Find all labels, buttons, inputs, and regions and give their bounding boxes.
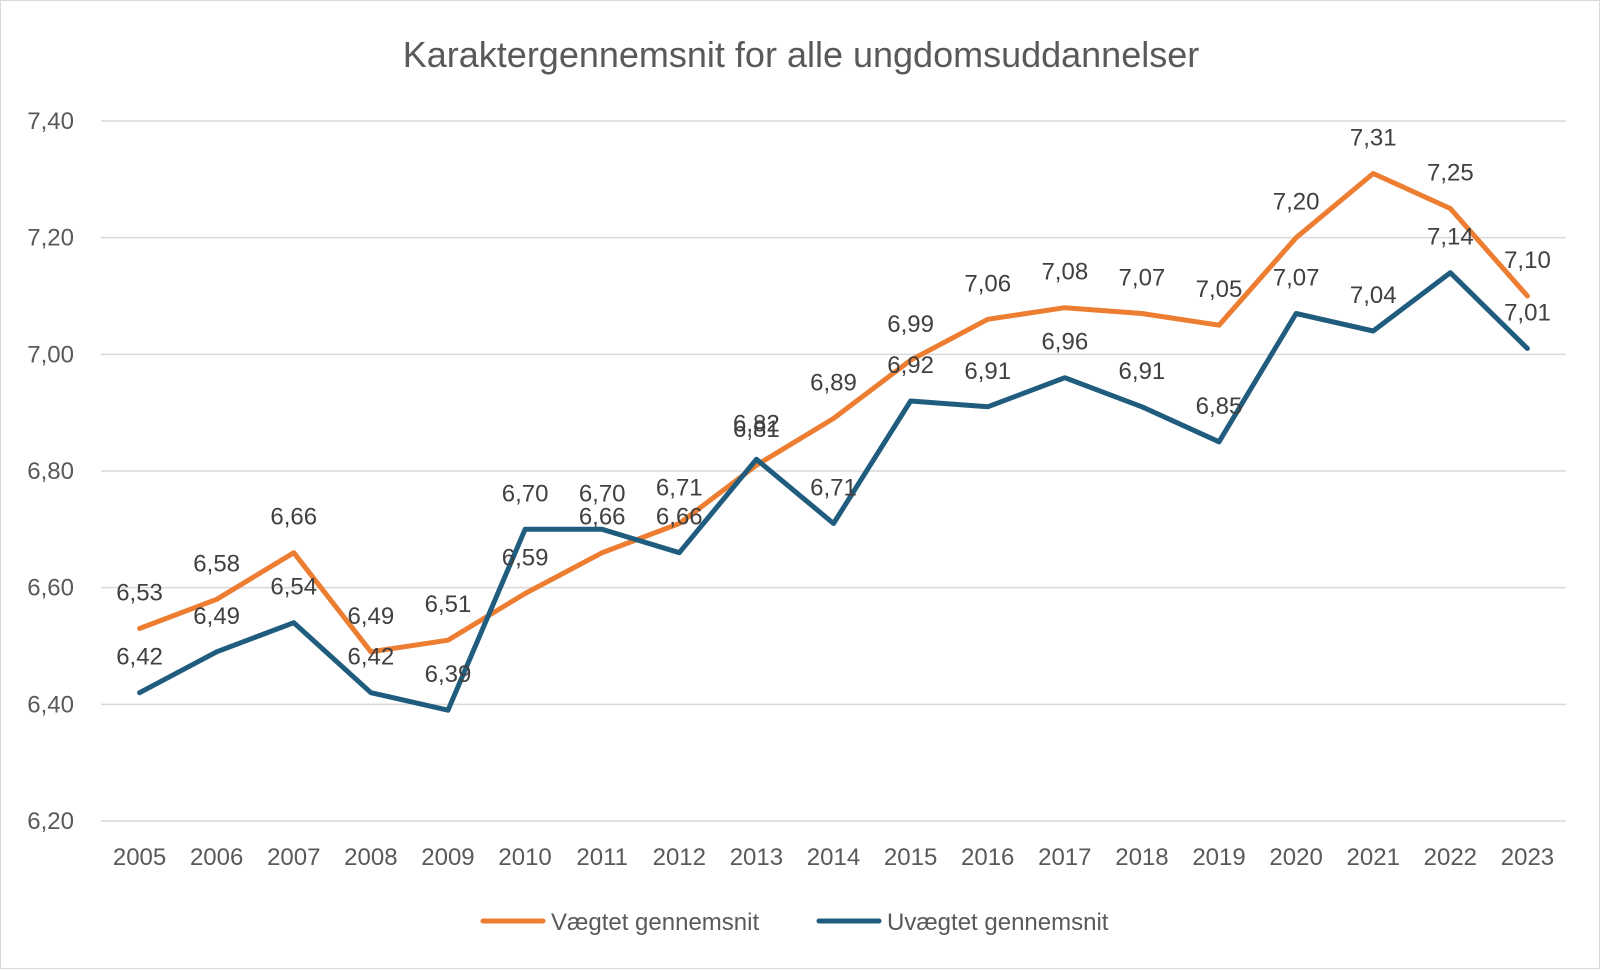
data-label-unweighted: 7,07 — [1273, 265, 1320, 292]
chart-title: Karaktergennemsnit for alle ungdomsuddan… — [403, 34, 1199, 75]
data-label-weighted: 6,71 — [656, 475, 703, 502]
data-label-weighted: 6,66 — [579, 504, 626, 531]
data-label-unweighted: 7,04 — [1350, 282, 1397, 309]
data-label-unweighted: 6,54 — [270, 574, 317, 601]
series-line-unweighted — [137, 270, 1530, 713]
data-label-unweighted: 6,92 — [887, 352, 934, 379]
data-label-weighted: 6,66 — [270, 504, 317, 531]
data-label-weighted: 6,59 — [502, 545, 549, 572]
x-tick-label: 2007 — [267, 844, 320, 871]
data-label-unweighted: 6,85 — [1196, 393, 1243, 420]
data-label-weighted: 7,05 — [1196, 276, 1243, 303]
x-tick-label: 2020 — [1269, 844, 1322, 871]
data-label-weighted: 6,58 — [193, 550, 240, 577]
x-tick-label: 2006 — [190, 844, 243, 871]
data-label-unweighted: 6,91 — [964, 358, 1011, 385]
data-label-unweighted: 7,14 — [1427, 224, 1474, 251]
x-tick-label: 2012 — [653, 844, 706, 871]
data-label-unweighted: 6,42 — [116, 644, 163, 671]
data-label-unweighted: 6,70 — [502, 480, 549, 507]
data-label-weighted: 7,20 — [1273, 189, 1320, 216]
x-tick-label: 2013 — [730, 844, 783, 871]
y-tick-label: 7,40 — [27, 108, 74, 135]
data-label-unweighted: 6,39 — [425, 661, 472, 688]
data-label-unweighted: 6,66 — [656, 504, 703, 531]
data-label-unweighted: 6,42 — [348, 644, 395, 671]
data-label-unweighted: 6,71 — [810, 475, 857, 502]
series-line-weighted — [137, 171, 1530, 655]
y-tick-label: 6,80 — [27, 458, 74, 485]
y-tick-label: 6,40 — [27, 691, 74, 718]
legend: Vægtet gennemsnit Uvægtet gennemsnit — [480, 909, 1109, 936]
x-tick-label: 2005 — [113, 844, 166, 871]
x-tick-label: 2017 — [1038, 844, 1091, 871]
data-label-unweighted: 6,91 — [1119, 358, 1166, 385]
data-label-unweighted: 6,96 — [1041, 329, 1088, 356]
x-tick-label: 2011 — [576, 844, 628, 871]
y-axis: 6,20 6,40 6,60 6,80 7,00 7,20 7,40 — [27, 108, 74, 835]
data-label-unweighted: 6,70 — [579, 480, 626, 507]
x-axis: 2005 2006 2007 2008 2009 2010 2011 2012 2013 2014… — [113, 844, 1554, 871]
x-tick-label: 2015 — [884, 844, 937, 871]
gridlines — [101, 120, 1566, 822]
y-tick-label: 6,20 — [27, 808, 74, 835]
y-tick-label: 7,20 — [27, 225, 74, 252]
x-tick-label: 2014 — [807, 844, 860, 871]
data-label-weighted: 7,10 — [1504, 247, 1551, 274]
x-tick-label: 2022 — [1424, 844, 1477, 871]
data-labels: 6,536,586,666,49 6,516,596,666,716,816,89… — [116, 125, 1551, 689]
legend-label-unweighted: Uvægtet gennemsnit — [887, 909, 1109, 936]
x-tick-label: 2023 — [1501, 844, 1554, 871]
data-label-weighted: 6,99 — [887, 311, 934, 338]
y-tick-label: 6,60 — [27, 575, 74, 602]
data-label-weighted: 6,81 — [733, 416, 780, 443]
x-tick-label: 2010 — [498, 844, 551, 871]
data-label-unweighted: 6,82 — [733, 410, 780, 437]
data-label-unweighted: 6,49 — [193, 603, 240, 630]
data-label-weighted: 7,25 — [1427, 160, 1474, 187]
data-label-weighted: 7,31 — [1350, 125, 1397, 152]
data-label-weighted: 6,51 — [425, 591, 472, 618]
data-label-weighted: 6,89 — [810, 370, 857, 397]
data-label-weighted: 6,49 — [348, 603, 395, 630]
legend-label-weighted: Vægtet gennemsnit — [551, 909, 759, 936]
x-tick-label: 2018 — [1115, 844, 1168, 871]
data-label-weighted: 7,07 — [1119, 265, 1166, 292]
x-tick-label: 2021 — [1347, 844, 1400, 871]
x-tick-label: 2019 — [1192, 844, 1245, 871]
series — [137, 171, 1530, 713]
x-tick-label: 2008 — [344, 844, 397, 871]
data-label-weighted: 7,06 — [964, 270, 1011, 297]
data-label-unweighted: 7,01 — [1504, 300, 1551, 327]
data-label-weighted: 7,08 — [1041, 259, 1088, 286]
data-label-weighted: 6,53 — [116, 580, 163, 607]
x-tick-label: 2016 — [961, 844, 1014, 871]
x-tick-label: 2009 — [421, 844, 474, 871]
y-tick-label: 7,00 — [27, 341, 74, 368]
